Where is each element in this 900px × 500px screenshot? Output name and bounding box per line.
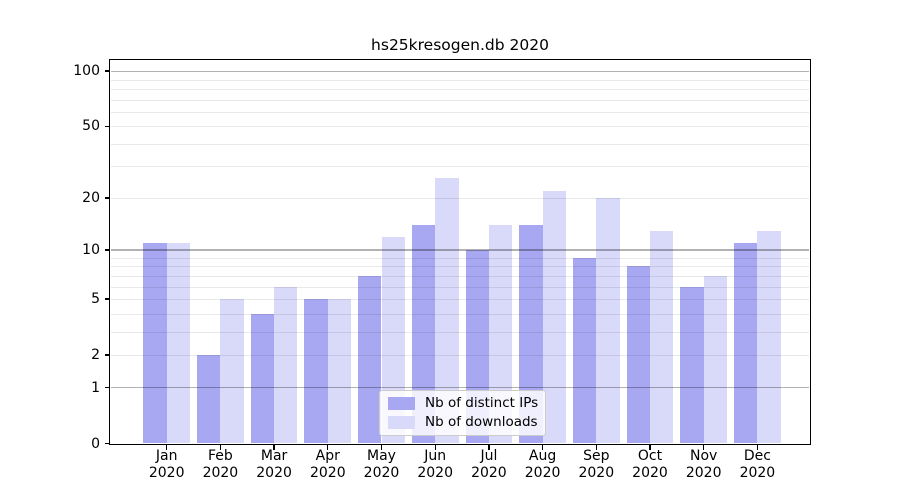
x-tick-label: Aug 2020	[524, 448, 561, 481]
legend-label-downloads: Nb of downloads	[425, 413, 538, 430]
x-tick-label: Dec 2020	[739, 448, 776, 481]
y-tick-label: 100	[73, 63, 100, 80]
x-tick-mark	[273, 445, 275, 450]
x-tick-mark	[703, 445, 705, 450]
x-tick-mark	[595, 445, 597, 450]
x-tick-label: Jul 2020	[471, 448, 507, 481]
y-tick-label: 2	[91, 346, 100, 363]
x-tick-mark	[380, 445, 383, 450]
x-tick-label: May 2020	[363, 448, 400, 481]
x-tick-label: Oct 2020	[632, 448, 668, 481]
y-tick-label: 0	[91, 435, 100, 452]
x-tick-label: Feb 2020	[202, 448, 239, 481]
y-tick-label: 20	[82, 189, 100, 206]
x-tick-mark	[541, 445, 544, 450]
x-tick-mark	[756, 445, 759, 450]
chart-title: hs25kresogen.db 2020	[371, 36, 549, 54]
x-tick-mark	[434, 445, 436, 450]
legend-entry-downloads: Nb of downloads	[388, 413, 538, 430]
x-tick-label: Apr 2020	[309, 448, 346, 481]
x-tick-mark	[649, 445, 651, 450]
x-tick-mark	[488, 445, 490, 450]
legend-label-distinct-ips: Nb of distinct IPs	[425, 395, 539, 412]
legend-entry-distinct-ips: Nb of distinct IPs	[388, 395, 539, 412]
legend: Nb of distinct IPs Nb of downloads	[379, 390, 546, 436]
x-tick-label: Sep 2020	[578, 448, 615, 481]
x-tick-label: Jun 2020	[417, 448, 453, 481]
legend-swatch-distinct-ips-icon	[388, 397, 415, 411]
legend-swatch-downloads-icon	[388, 415, 415, 429]
plot-frame	[108, 58, 812, 445]
x-tick-label: Nov 2020	[685, 448, 722, 481]
y-tick-label: 10	[82, 242, 100, 259]
y-tick-label: 1	[91, 379, 100, 396]
x-tick-mark	[166, 445, 168, 450]
y-tick-label: 50	[82, 118, 100, 135]
x-tick-label: Jan 2020	[148, 448, 185, 481]
x-tick-mark	[219, 445, 222, 450]
x-tick-label: Mar 2020	[256, 448, 292, 481]
x-tick-mark	[327, 445, 329, 450]
y-tick-label: 5	[91, 290, 100, 307]
